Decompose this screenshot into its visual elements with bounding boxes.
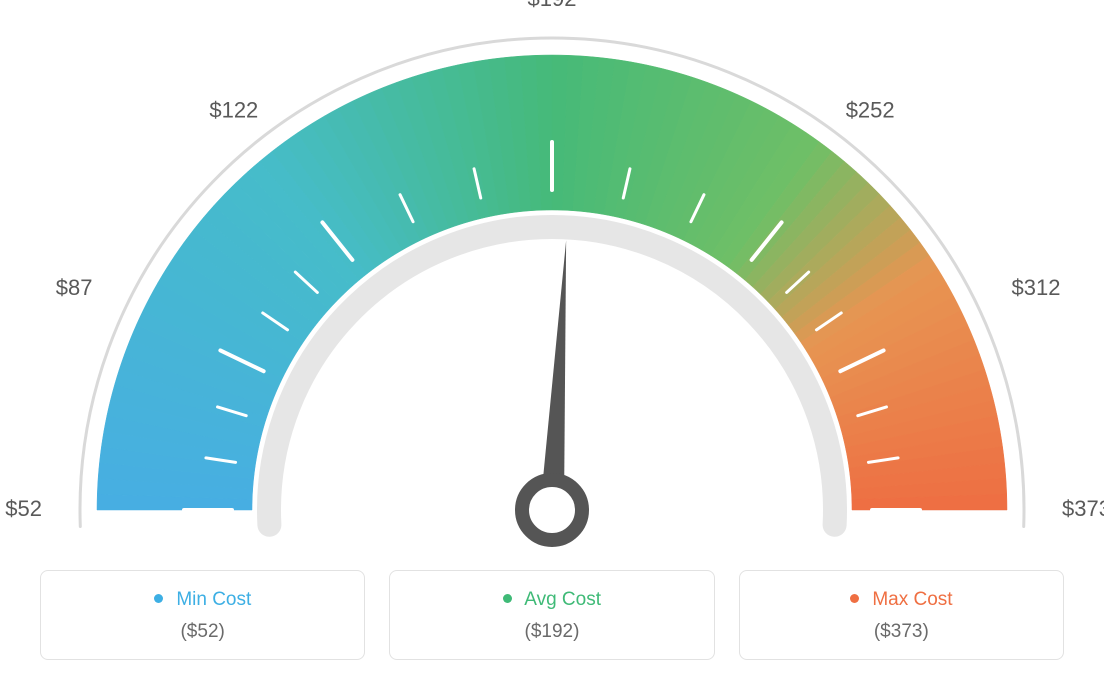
legend-card-min: Min Cost ($52) [40, 570, 365, 660]
legend-card-max: Max Cost ($373) [739, 570, 1064, 660]
gauge-tick-label: $87 [56, 275, 93, 300]
gauge-tick-label: $312 [1012, 275, 1061, 300]
legend-row: Min Cost ($52) Avg Cost ($192) Max Cost … [40, 570, 1064, 660]
cost-gauge: $52 $87 $122 $192 $252 $312 $373 [0, 0, 1104, 560]
legend-value: ($373) [750, 621, 1053, 643]
gauge-needle [540, 240, 566, 510]
legend-label: Min Cost [176, 589, 251, 610]
legend-label: Max Cost [872, 589, 952, 610]
legend-card-avg: Avg Cost ($192) [389, 570, 714, 660]
dot-icon [154, 594, 163, 603]
dot-icon [850, 594, 859, 603]
gauge-tick-label: $122 [209, 97, 258, 122]
gauge-tick-label: $192 [528, 0, 577, 11]
legend-value: ($52) [51, 621, 354, 643]
gauge-tick-label: $252 [846, 97, 895, 122]
legend-value: ($192) [400, 621, 703, 643]
dot-icon [503, 594, 512, 603]
legend-label: Avg Cost [524, 589, 601, 610]
gauge-tick-label: $373 [1062, 496, 1104, 521]
gauge-tick-label: $52 [5, 496, 42, 521]
